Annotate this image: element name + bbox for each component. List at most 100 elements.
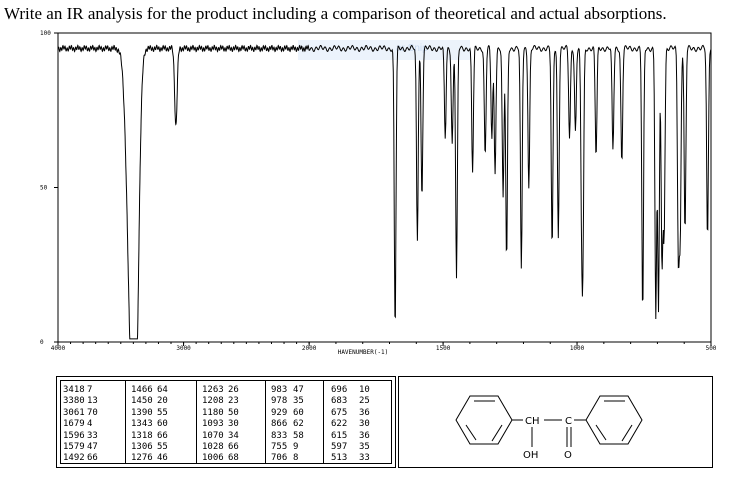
- peak-table-cell: 1070: [202, 430, 224, 441]
- peak-transmittance-column: 64 20 55 60 66 55 46: [157, 385, 168, 465]
- peak-table-cell: 622: [331, 419, 348, 430]
- y-axis-ticks: 100 50 0: [40, 30, 58, 346]
- peak-transmittance-column: 10 25 36 30 36 35 33: [359, 385, 370, 465]
- peak-table-inner: 3418 3380 3061 1679 1596 1579 1492 7 13 70 4 33 47 66…: [60, 380, 392, 464]
- x-tick-label: 4000: [51, 345, 66, 352]
- peak-table-cell: 3418: [63, 385, 85, 395]
- peak-table-cell: 1208: [202, 396, 224, 407]
- peak-table-cell: 1679: [63, 419, 85, 430]
- peak-table-cell: 33: [359, 453, 370, 464]
- peak-table-cell: 34: [228, 430, 239, 441]
- peak-table-cell: 68: [228, 453, 239, 464]
- peak-table-cell: 55: [157, 407, 168, 418]
- peak-transmittance-column: 47 35 60 62 58 9 8: [293, 385, 304, 465]
- peak-table-cell: 4: [87, 419, 93, 430]
- peak-table-cell: 66: [228, 442, 239, 453]
- x-tick-label: 500: [706, 345, 717, 352]
- left-benzene-ring: [455, 395, 513, 445]
- peak-table-cell: 47: [293, 385, 304, 395]
- peak-transmittance-column: 26 23 50 30 34 66 68: [228, 385, 239, 465]
- peak-table-cell: 10: [359, 385, 370, 395]
- peak-table-cell: 696: [331, 385, 348, 395]
- peak-table-cell: 1318: [131, 430, 153, 441]
- ch-label: CH: [525, 416, 540, 427]
- x-tick-label: 3000: [176, 345, 191, 352]
- peak-table-cell: 833: [271, 430, 288, 441]
- peak-table-cell: 1450: [131, 396, 153, 407]
- peak-table-cell: 1579: [63, 442, 85, 453]
- peak-table-cell: 50: [228, 407, 239, 418]
- x-axis-ticks: 4000 3000 2000 1500 1000 500: [51, 342, 717, 352]
- peak-table-cell: 978: [271, 396, 288, 407]
- peak-transmittance-column: 7 13 70 4 33 47 66: [87, 385, 98, 465]
- y-tick-label: 0: [40, 339, 44, 346]
- peak-table-cell: 55: [157, 442, 168, 453]
- peak-wavenumber-column: 1466 1450 1390 1343 1318 1306 1276: [131, 385, 153, 465]
- peak-wavenumber-column: 696 683 675 622 615 597 513: [331, 385, 347, 465]
- peak-table-cell: 1093: [202, 419, 224, 430]
- benzoin-structure: CH C OH O: [455, 395, 643, 461]
- peak-table-cell: 47: [87, 442, 98, 453]
- peak-table-cell: 1390: [131, 407, 153, 418]
- question-text: Write an IR analysis for the product inc…: [4, 4, 667, 23]
- peak-table-cell: 3061: [63, 407, 85, 418]
- peak-table-cell: 20: [157, 396, 168, 407]
- peak-table-cell: 1276: [131, 453, 153, 464]
- peak-table-cell: 929: [271, 407, 288, 418]
- peak-table-cell: 35: [293, 396, 304, 407]
- peak-table-cell: 64: [157, 385, 168, 395]
- plot-frame: [57, 32, 712, 343]
- peak-table-cell: 26: [228, 385, 239, 395]
- peak-table-cell: 66: [87, 453, 98, 464]
- peak-table-cell: 9: [293, 442, 299, 453]
- peak-table-cell: 23: [228, 396, 239, 407]
- table-column-separator: [196, 381, 197, 463]
- structure-box: CH C OH O: [398, 376, 713, 468]
- peak-table-cell: 66: [157, 430, 168, 441]
- spectrum-line: [57, 44, 712, 340]
- table-column-separator: [323, 381, 324, 463]
- peak-table-cell: 30: [228, 419, 239, 430]
- oh-label: OH: [523, 450, 538, 461]
- peak-table-cell: 25: [359, 396, 370, 407]
- peak-table-cell: 1466: [131, 385, 153, 395]
- peak-table-cell: 615: [331, 430, 348, 441]
- peak-table-cell: 1343: [131, 419, 153, 430]
- table-column-separator: [265, 381, 266, 463]
- o-label: O: [564, 450, 572, 461]
- peak-table-cell: 7: [87, 385, 93, 395]
- peak-table-cell: 1028: [202, 442, 224, 453]
- x-tick-label: 1000: [570, 345, 585, 352]
- peak-table-cell: 33: [87, 430, 98, 441]
- x-tick-label: 2000: [302, 345, 317, 352]
- peak-table: 3418 3380 3061 1679 1596 1579 1492 7 13 70 4 33 47 66…: [56, 376, 396, 468]
- peak-table-cell: 1006: [202, 453, 224, 464]
- peak-table-cell: 1492: [63, 453, 85, 464]
- peak-wavenumber-column: 983 978 929 866 833 755 706: [271, 385, 287, 465]
- peak-table-cell: 1596: [63, 430, 85, 441]
- snip-overlay: ar Snip: [298, 40, 470, 60]
- peak-table-cell: 62: [293, 419, 304, 430]
- peak-table-cell: 1263: [202, 385, 224, 395]
- snip-overlay-text: ar Snip: [396, 43, 428, 54]
- peak-table-cell: 30: [359, 419, 370, 430]
- x-axis-label: HAVENUMBER(-1): [338, 349, 389, 356]
- peak-table-cell: 70: [87, 407, 98, 418]
- peak-table-cell: 60: [157, 419, 168, 430]
- peak-table-cell: 36: [359, 407, 370, 418]
- peak-table-cell: 755: [271, 442, 288, 453]
- peak-table-cell: 58: [293, 430, 304, 441]
- c-label: C: [565, 416, 572, 427]
- peak-table-cell: 675: [331, 407, 348, 418]
- peak-table-cell: 706: [271, 453, 288, 464]
- peak-table-cell: 1306: [131, 442, 153, 453]
- peak-table-cell: 8: [293, 453, 299, 464]
- peak-table-cell: 1180: [202, 407, 224, 418]
- peak-table-cell: 683: [331, 396, 348, 407]
- peak-table-cell: 13: [87, 396, 98, 407]
- peak-wavenumber-column: 3418 3380 3061 1679 1596 1579 1492: [63, 385, 85, 465]
- peak-table-cell: 35: [359, 442, 370, 453]
- table-column-separator: [125, 381, 126, 463]
- peak-table-cell: 866: [271, 419, 288, 430]
